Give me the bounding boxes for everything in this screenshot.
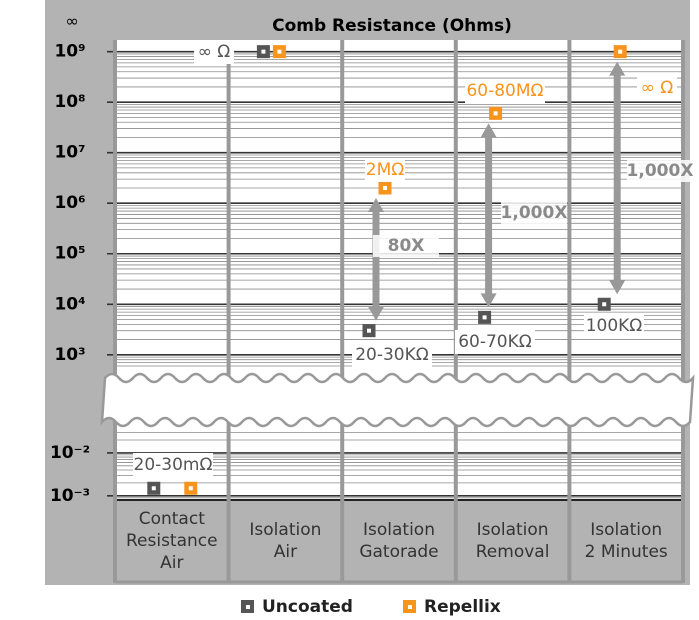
arrow-head xyxy=(480,123,497,138)
value-label-bg xyxy=(352,343,432,367)
legend-swatch-center xyxy=(246,605,250,609)
chart-title: Comb Resistance (Ohms) xyxy=(272,16,512,36)
annotation: 1,000X xyxy=(501,203,568,223)
marker-center xyxy=(383,186,387,191)
value-label: 20-30mΩ xyxy=(134,455,213,475)
annotation: 80X xyxy=(388,236,425,256)
x-tick-label: Isolation 2 Minutes xyxy=(585,520,668,562)
marker-center xyxy=(618,49,623,54)
legend-swatch-center xyxy=(408,605,412,609)
x-tick-label: Isolation Removal xyxy=(476,520,550,562)
arrow-head xyxy=(368,306,384,321)
arrow-head xyxy=(609,61,626,76)
arrow-head xyxy=(368,198,384,213)
value-label-bg xyxy=(194,40,234,64)
x-tick-label: Contact Resistance Air xyxy=(126,509,218,573)
axis-break xyxy=(100,372,695,428)
value-label: 2MΩ xyxy=(366,160,404,180)
value-label: ∞ Ω xyxy=(641,78,674,98)
y-tick-label: 10⁷ xyxy=(54,143,85,163)
value-label-bg xyxy=(455,330,535,354)
value-label: 60-70KΩ xyxy=(458,332,532,352)
axis-top-label: ∞ xyxy=(65,12,78,31)
value-label-bg xyxy=(133,453,213,477)
marks: 80X 1,000X 1,000X 20-30mΩ ∞ Ω 20-30KΩ 60-70KΩ 1… xyxy=(133,40,693,495)
marker-center xyxy=(188,486,193,491)
annotation: 1,000X xyxy=(627,161,694,181)
plot-area xyxy=(115,40,683,500)
annotation-bg xyxy=(627,160,693,182)
annotation-bg xyxy=(373,235,439,257)
marker-center xyxy=(367,328,371,333)
value-label-bg xyxy=(584,314,644,338)
value-label: 60-80MΩ xyxy=(466,81,543,101)
arrow-head xyxy=(609,280,626,295)
y-tick-label: 10⁵ xyxy=(54,244,85,264)
value-label: ∞ Ω xyxy=(198,42,231,62)
marker-center xyxy=(482,315,487,320)
marker-center xyxy=(493,111,498,116)
y-tick-label: 10⁶ xyxy=(54,193,85,213)
marker-center xyxy=(261,49,266,54)
value-label: 20-30KΩ xyxy=(355,345,429,365)
y-tick-label: 10³ xyxy=(54,345,85,365)
value-label: 100KΩ xyxy=(586,316,643,336)
legend-label: Uncoated xyxy=(262,597,353,617)
value-label-bg xyxy=(637,76,677,100)
value-label-bg xyxy=(365,158,405,182)
x-tick-label: Isolation Gatorade xyxy=(359,520,438,562)
value-label-bg xyxy=(465,79,545,103)
arrow-head xyxy=(480,293,497,308)
annotation-bg xyxy=(501,202,567,224)
y-tick-label: 10⁻² xyxy=(50,443,90,463)
y-tick-label: 10⁴ xyxy=(54,294,85,314)
y-tick-label: 10⁹ xyxy=(54,42,85,62)
y-tick-label: 10⁻³ xyxy=(50,486,90,506)
marker-center xyxy=(602,302,607,307)
y-tick-label: 10⁸ xyxy=(54,92,85,112)
legend-label: Repellix xyxy=(424,597,501,617)
x-tick-label: Isolation Air xyxy=(249,520,321,562)
marker-center xyxy=(277,49,282,54)
marker-center xyxy=(151,486,156,491)
